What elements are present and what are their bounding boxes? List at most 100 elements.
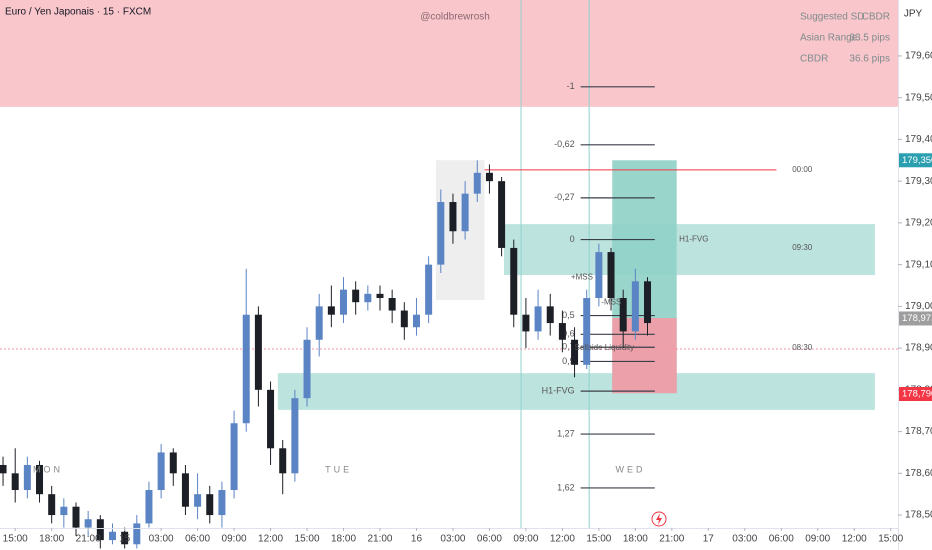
x-tick-label: 03:00 (732, 534, 757, 545)
candle-body (449, 202, 457, 232)
candle-body (11, 473, 19, 491)
annotation: Sellside Liquidity (575, 343, 635, 352)
candle-body (72, 506, 80, 528)
candle-body (242, 314, 250, 424)
fib-label: -0,62 (554, 139, 575, 149)
info-label: CBDR (800, 54, 828, 65)
candle-body (108, 531, 116, 541)
x-tick-label: 12:00 (550, 534, 575, 545)
candle-body (352, 289, 360, 303)
candle-body (473, 172, 481, 194)
fib-label: -1 (567, 81, 575, 91)
candle-body (23, 464, 31, 491)
candle-body (315, 306, 323, 340)
candle-body (84, 519, 92, 528)
candle-body (546, 306, 554, 324)
candle-body (364, 293, 372, 303)
x-tick-label: 18:00 (623, 534, 648, 545)
candle-body (145, 490, 153, 524)
currency: JPY (904, 9, 923, 20)
y-tick-label: 179,100 (905, 259, 932, 270)
x-tick-label: 15:00 (3, 534, 28, 545)
candle-body (133, 523, 141, 545)
candle-body (571, 339, 579, 365)
annotation: 08:30 (792, 343, 813, 352)
x-tick-label: 12:00 (842, 534, 867, 545)
x-tick-label: 15 (119, 534, 131, 545)
x-tick-label: 12:00 (258, 534, 283, 545)
plot-area: -1 -0,62 -0,27 0 0,5 0,6 0,7 0,9 H1-FVG 1,27 1,62 0… (0, 0, 898, 549)
x-tick-label: 21:00 (76, 534, 101, 545)
candle-body (254, 314, 262, 390)
annotation: 09:30 (792, 243, 813, 252)
candle-body (558, 323, 566, 340)
info-label: Asian Range (800, 33, 858, 44)
session-label: WED (615, 464, 645, 474)
zone (0, 0, 898, 107)
candle-body (121, 531, 129, 545)
candle-body (437, 202, 445, 265)
candle-body (230, 423, 238, 491)
candle-body (425, 264, 433, 315)
candle-body (96, 519, 104, 541)
x-tick-label: 09:00 (222, 534, 247, 545)
annotation: +MSS (571, 272, 593, 281)
event-icon-bolt (656, 513, 662, 525)
candle-body (412, 314, 420, 328)
info-value: 36.6 pips (849, 54, 890, 65)
price-label: 178,790 (902, 389, 932, 400)
x-tick-label: 16 (411, 534, 423, 545)
candle-body (181, 473, 189, 507)
x-tick-label: 03:00 (149, 534, 174, 545)
x-tick-label: 21:00 (367, 534, 392, 545)
x-tick-label: 03:00 (440, 534, 465, 545)
info-table: Suggested SD CBDR Asian Range 33.5 pips … (800, 12, 890, 65)
candle-body (327, 306, 335, 315)
candle-body (279, 448, 287, 474)
candle-body (218, 490, 226, 516)
candle-body (376, 293, 384, 299)
axes: 179,600 179,500 179,400 179,300 179,200 179,1… (3, 51, 932, 545)
candle-body (340, 289, 348, 315)
chart-title: Euro / Yen Japonais · 15 · FXCM (5, 7, 151, 18)
x-tick-label: 18:00 (39, 534, 64, 545)
x-tick-label: 18:00 (331, 534, 356, 545)
candle-body (400, 310, 408, 328)
info-label: Suggested SD (800, 12, 865, 23)
x-tick-label: 06:00 (769, 534, 794, 545)
candle-body (194, 494, 202, 507)
candle-body (206, 494, 214, 516)
y-tick-label: 179,400 (905, 134, 932, 145)
fib-label: 0,5 (562, 310, 575, 320)
candle-body (583, 298, 591, 365)
candle-body (303, 339, 311, 399)
candle-body (169, 452, 177, 474)
price-label-box (899, 311, 932, 326)
fib-label: 0,6 (562, 329, 575, 339)
x-tick-label: 06:00 (185, 534, 210, 545)
fib-label: 1,27 (557, 428, 575, 438)
annotation: -MSS (601, 297, 621, 306)
y-tick-label: 178,700 (905, 426, 932, 437)
fib-label: 0,9 (562, 356, 575, 366)
price-label-box (899, 153, 932, 168)
info-value: 33.5 pips (849, 33, 890, 44)
fib-label: 0,7 (562, 342, 575, 352)
candle-body (48, 494, 56, 516)
x-tick-label: 09:00 (513, 534, 538, 545)
y-tick-label: 179,500 (905, 92, 932, 103)
fib-label: 1,62 (557, 482, 575, 492)
candle-body (157, 452, 165, 491)
candle-body (498, 181, 506, 248)
watermark: @coldbrewrosh (420, 12, 490, 23)
zone (277, 373, 875, 410)
candle-body (461, 193, 469, 232)
y-tick-label: 178,500 (905, 510, 932, 521)
candle-body (607, 252, 615, 299)
candle-body (619, 298, 627, 332)
y-tick-label: 179,000 (905, 301, 932, 312)
annotation: 00:00 (792, 165, 813, 174)
y-tick-label: 178,900 (905, 343, 932, 354)
x-tick-label: 09:00 (805, 534, 830, 545)
